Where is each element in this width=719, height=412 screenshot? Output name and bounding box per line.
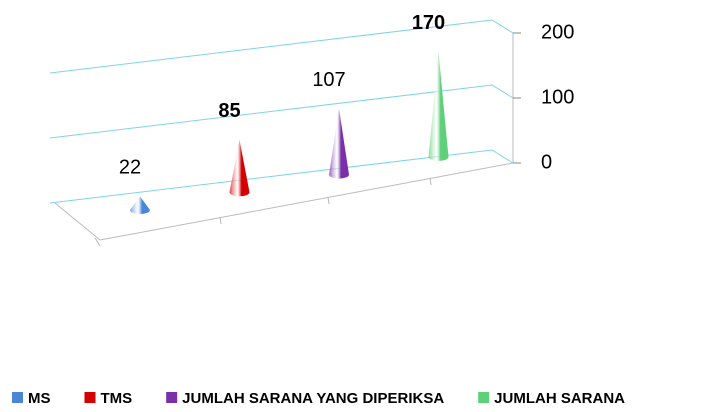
y-tick-label: 0 [541,151,552,173]
grid: 0 100 200 [49,19,574,204]
cone [130,196,150,214]
legend-swatch [84,392,96,403]
category-tick [327,196,330,205]
legend-label: MS [28,390,51,407]
legend-swatch [478,392,490,403]
y-tick-label: 100 [541,86,574,108]
cone [428,51,449,161]
grid-line [49,149,514,204]
grid-line [49,19,514,74]
cone [329,108,349,179]
data-label: 107 [312,69,345,91]
legend-swatch [166,392,178,403]
category-tick [219,216,222,225]
legend-swatch [12,392,23,403]
floor-edge [99,162,514,241]
data-label: 170 [412,12,445,34]
category-tick [94,237,101,247]
legend-label: JUMLAH SARANA [494,390,625,407]
legend: MS TMS JUMLAH SARANA YANG DIPERIKSA JUMLAH … [12,390,625,407]
cone [229,139,250,197]
legend-label: TMS [101,390,133,407]
floor-edge [54,202,101,241]
category-tick [429,177,432,186]
y-tick-label: 200 [541,21,574,43]
grid-line [49,84,514,139]
legend-label: JUMLAH SARANA YANG DIPERIKSA [182,390,444,407]
data-label: 85 [218,100,240,122]
data-label: 22 [119,157,141,179]
cones: 22 85 107 170 [119,12,449,214]
